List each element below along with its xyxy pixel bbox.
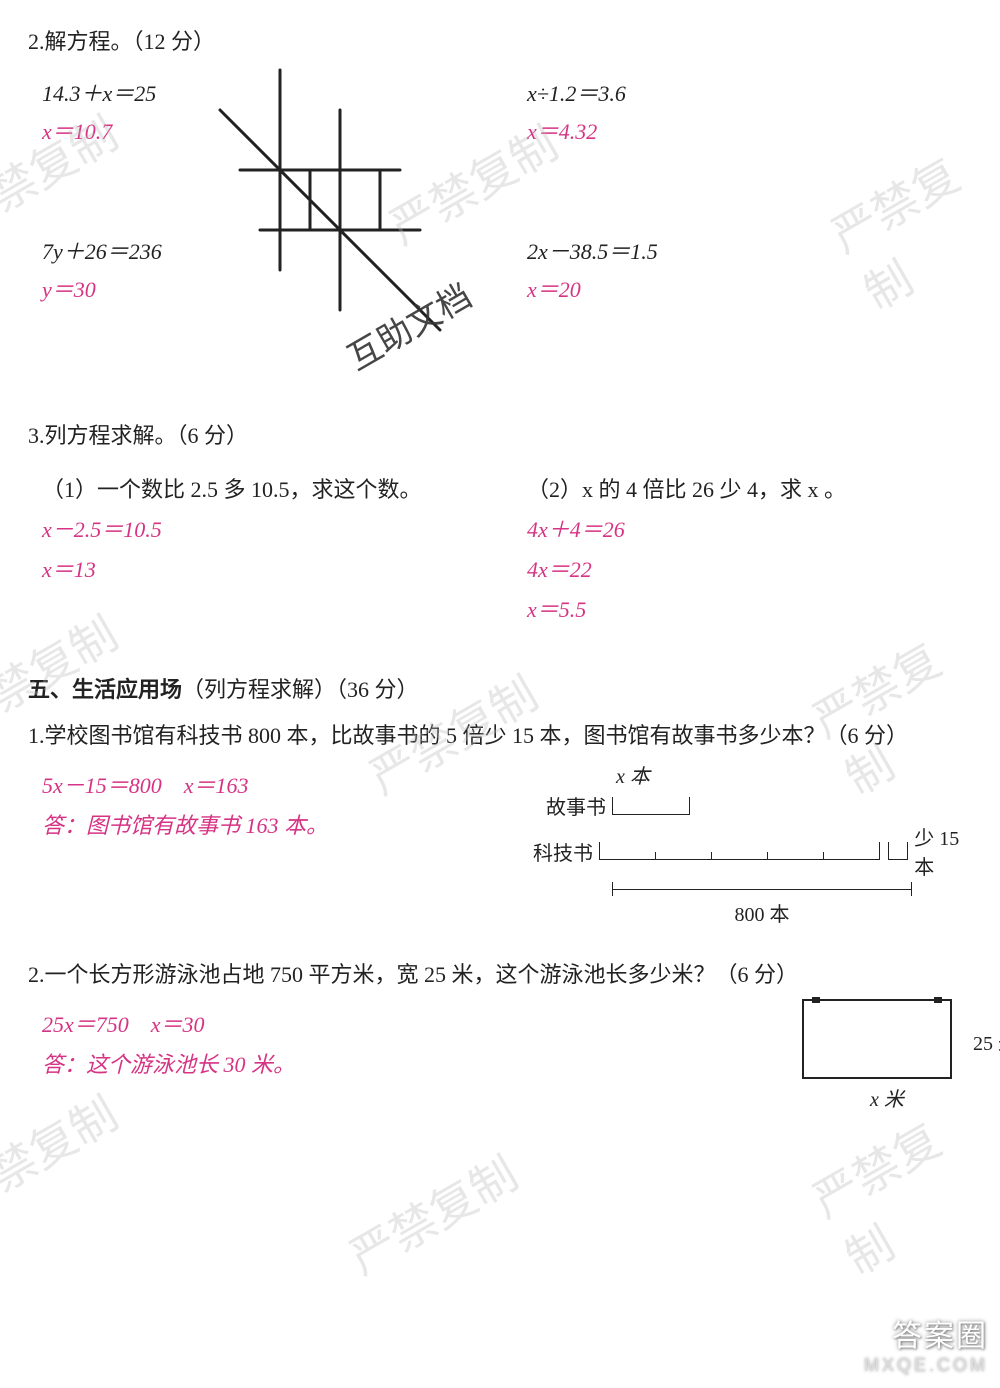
q2-ans-1: x＝10.7 bbox=[42, 114, 487, 146]
q3-right: （2）x 的 4 倍比 26 少 4，求 x 。 4x＋4＝26 4x＝22 x… bbox=[527, 464, 972, 632]
wp1-diagram-row1-label: 故事书 bbox=[532, 791, 612, 820]
q2-heading: 2.解方程。（12 分） bbox=[28, 24, 972, 56]
q3-left-line-1: x－2.5＝10.5 bbox=[42, 512, 487, 544]
q3-right-line-3: x＝5.5 bbox=[527, 592, 972, 624]
q2-item-2: x÷1.2＝3.6 x＝4.32 bbox=[527, 70, 972, 220]
q2-item-3: 7y＋26＝236 y＝30 bbox=[42, 228, 487, 378]
q2-ans-4: x＝20 bbox=[527, 272, 972, 304]
wp2-prompt: 2.一个长方形游泳池占地 750 平方米，宽 25 米，这个游泳池长多少米？（6… bbox=[28, 957, 972, 989]
section5-title: 五、生活应用场（列方程求解）（36 分） bbox=[28, 672, 972, 704]
wp2-diagram-rect bbox=[802, 999, 952, 1079]
wp1-diagram-row2-label: 科技书 bbox=[532, 837, 599, 866]
wp2-eq: 25x＝750 x＝30 bbox=[42, 1007, 772, 1039]
section5-title-bold: 五、生活应用场 bbox=[28, 677, 182, 702]
wp1-prompt: 1.学校图书馆有科技书 800 本，比故事书的 5 倍少 15 本，图书馆有故事… bbox=[28, 718, 972, 750]
q2-grid: 14.3＋x＝25 x＝10.7 x÷1.2＝3.6 x＝4.32 7y＋26＝… bbox=[42, 70, 972, 378]
wp2: 2.一个长方形游泳池占地 750 平方米，宽 25 米，这个游泳池长多少米？（6… bbox=[28, 957, 972, 1112]
q2-item-1: 14.3＋x＝25 x＝10.7 bbox=[42, 70, 487, 220]
wp2-answer: 答：这个游泳池长 30 米。 bbox=[42, 1047, 772, 1079]
watermark-faint-9: 严禁复制 bbox=[799, 1084, 1000, 1288]
wp1-eq: 5x－15＝800 x＝163 bbox=[42, 768, 502, 800]
q2-eq-4: 2x－38.5＝1.5 bbox=[527, 234, 972, 266]
wp2-diagram-side: 25 米 bbox=[973, 1027, 1000, 1056]
q2-eq-1: 14.3＋x＝25 bbox=[42, 76, 487, 108]
site-logo-line1: 答案圈 bbox=[864, 1311, 988, 1355]
q3-heading: 3.列方程求解。（6 分） bbox=[28, 418, 972, 450]
wp1-diagram-long-bar bbox=[599, 842, 880, 860]
wp1-diagram-tail bbox=[888, 842, 908, 860]
q3-right-line-1: 4x＋4＝26 bbox=[527, 512, 972, 544]
wp1-diagram-right-label: 少 15 本 bbox=[914, 822, 972, 880]
q2-eq-2: x÷1.2＝3.6 bbox=[527, 76, 972, 108]
wp2-diagram-bottom: x 米 bbox=[802, 1083, 972, 1112]
wp2-diagram: 25 米 x 米 bbox=[802, 999, 972, 1112]
section5-title-rest: （列方程求解）（36 分） bbox=[182, 677, 419, 702]
wp1-answer: 答：图书馆有故事书 163 本。 bbox=[42, 808, 502, 840]
wp1-diagram-xlabel: x 本 bbox=[616, 760, 972, 789]
q3-left: （1）一个数比 2.5 多 10.5，求这个数。 x－2.5＝10.5 x＝13 bbox=[42, 464, 487, 632]
q3-left-line-2: x＝13 bbox=[42, 552, 487, 584]
wp1-diagram-short-bar bbox=[612, 797, 690, 815]
site-logo-line2: MXQE.COM bbox=[864, 1355, 988, 1376]
site-logo: 答案圈 MXQE.COM bbox=[864, 1311, 988, 1376]
q3-grid: （1）一个数比 2.5 多 10.5，求这个数。 x－2.5＝10.5 x＝13… bbox=[42, 464, 972, 632]
q2-ans-2: x＝4.32 bbox=[527, 114, 972, 146]
wp1-diagram-brace bbox=[612, 882, 912, 896]
wp1-diagram: x 本 故事书 科技书 少 15 本 bbox=[532, 760, 972, 927]
q3-right-prompt: （2）x 的 4 倍比 26 少 4，求 x 。 bbox=[527, 472, 972, 504]
q2-ans-3: y＝30 bbox=[42, 272, 487, 304]
watermark-faint-8: 严禁复制 bbox=[336, 1138, 528, 1287]
wp1-diagram-brace-label: 800 本 bbox=[612, 898, 912, 927]
q3-left-prompt: （1）一个数比 2.5 多 10.5，求这个数。 bbox=[42, 472, 487, 504]
q2-eq-3: 7y＋26＝236 bbox=[42, 234, 487, 266]
wp1: 1.学校图书馆有科技书 800 本，比故事书的 5 倍少 15 本，图书馆有故事… bbox=[28, 718, 972, 927]
q2-item-4: 2x－38.5＝1.5 x＝20 bbox=[527, 228, 972, 378]
q3-right-line-2: 4x＝22 bbox=[527, 552, 972, 584]
